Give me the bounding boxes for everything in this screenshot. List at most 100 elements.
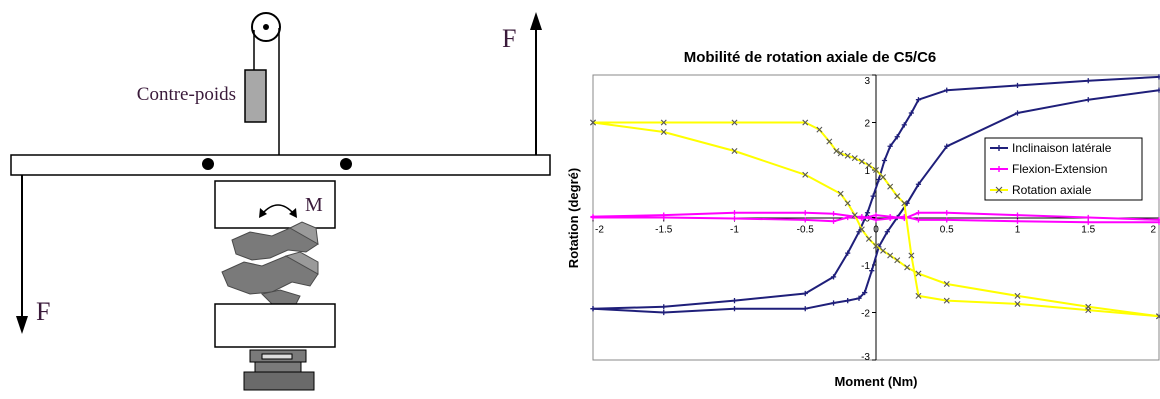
y-axis: 3 2 1 0 -1 -2 -3 — [861, 74, 877, 363]
data-point-lateral — [661, 309, 667, 316]
data-point-axial — [873, 167, 879, 173]
data-point-lateral — [830, 274, 837, 280]
data-point-axial — [660, 129, 667, 135]
y-ticks: 3 2 1 0 -1 -2 -3 — [861, 74, 876, 363]
data-point-flexion — [915, 210, 922, 216]
data-point-axial — [880, 247, 887, 254]
data-point-axial — [880, 174, 887, 181]
x-tick-label: 1.5 — [1081, 225, 1095, 236]
x-axis-label: Moment (Nm) — [834, 374, 917, 389]
data-point-flexion — [1014, 218, 1021, 224]
data-point-flexion — [873, 217, 879, 223]
beam-pin-left — [202, 158, 214, 170]
lower-fixture — [214, 303, 336, 348]
data-point-axial — [901, 200, 908, 207]
series-lateral — [590, 74, 1160, 316]
legend-item-flexion: Flexion-Extension — [990, 162, 1107, 176]
y-tick-label: 2 — [864, 119, 870, 130]
x-tick-label: -1.5 — [655, 225, 673, 236]
data-point-lateral — [590, 306, 596, 312]
data-point-axial — [943, 297, 950, 304]
moment-label: M — [305, 194, 323, 216]
vertebrae-specimen — [221, 221, 319, 305]
data-point-lateral — [862, 289, 868, 296]
data-point-axial — [887, 183, 894, 190]
data-point-axial — [894, 193, 901, 200]
data-point-lateral — [864, 210, 871, 216]
data-point-axial — [844, 152, 851, 159]
pulley-hub — [263, 24, 269, 30]
moment-arrow-head-right — [289, 208, 297, 218]
data-point-axial — [915, 270, 922, 277]
data-point-lateral — [845, 250, 851, 256]
rotation-chart: Mobilité de rotation axiale de C5/C6 -2 -… — [566, 49, 1160, 389]
data-point-flexion — [590, 214, 596, 221]
legend-marker-flexion — [996, 166, 1002, 172]
counterweight — [244, 69, 267, 123]
data-point-lateral — [1014, 82, 1021, 89]
data-point-lateral — [904, 200, 910, 206]
data-point-flexion — [802, 210, 808, 216]
legend-item-axial: Rotation axiale — [990, 183, 1092, 197]
y-tick-label: 1 — [864, 166, 870, 177]
data-point-lateral — [802, 290, 808, 297]
data-point-flexion — [944, 217, 950, 223]
data-point-axial — [802, 171, 809, 178]
data-point-flexion — [1085, 219, 1091, 225]
data-point-axial — [816, 126, 823, 133]
data-point-lateral — [1156, 87, 1160, 93]
data-point-flexion — [1014, 212, 1021, 218]
data-point-lateral — [869, 268, 875, 274]
data-point-lateral — [887, 143, 893, 149]
data-point-axial — [908, 252, 915, 259]
data-point-flexion — [887, 215, 893, 222]
legend-marker-lateral — [996, 145, 1002, 151]
legend-marker-axial — [995, 186, 1003, 194]
force-arrow-down-head — [16, 316, 28, 334]
data-point-lateral — [884, 229, 890, 235]
data-point-axial — [851, 155, 858, 162]
counterweight-label: Contre-poids — [137, 84, 236, 105]
data-point-axial — [873, 243, 879, 249]
loading-beam — [10, 154, 551, 176]
data-point-lateral — [830, 300, 837, 306]
data-point-lateral — [915, 181, 922, 187]
data-point-axial — [1156, 313, 1160, 320]
base-mechanism — [243, 349, 315, 391]
data-point-axial — [731, 119, 738, 126]
y-axis-label: Rotation (degré) — [566, 168, 581, 268]
x-tick-label: 0.5 — [940, 225, 954, 236]
series-line-lateral — [592, 89, 1160, 314]
data-point-lateral — [901, 122, 907, 128]
data-point-lateral — [870, 193, 876, 199]
legend-box — [984, 137, 1143, 201]
data-point-lateral — [802, 306, 808, 312]
data-point-axial — [660, 119, 667, 126]
data-point-lateral — [661, 304, 667, 310]
data-point-flexion — [802, 217, 808, 223]
data-point-lateral — [856, 295, 862, 301]
beam-pin-right — [340, 158, 352, 170]
legend-label-flexion: Flexion-Extension — [1012, 162, 1107, 176]
x-tick-label: 2 — [1150, 225, 1156, 236]
data-point-flexion — [830, 211, 837, 217]
series-line-lateral — [592, 75, 1160, 310]
upper-fixture — [214, 180, 336, 229]
moment-arrow-head-left — [259, 208, 267, 218]
x-tick-label: -2 — [595, 225, 604, 236]
data-point-lateral — [731, 298, 738, 304]
x-tick-label: 1 — [1015, 225, 1021, 236]
data-point-flexion — [731, 210, 738, 216]
force-label-bottom: F — [36, 297, 50, 326]
data-point-flexion — [830, 218, 837, 224]
data-point-flexion — [859, 213, 865, 220]
legend-label-lateral: Inclinaison latérale — [1012, 141, 1112, 155]
data-point-lateral — [731, 306, 738, 312]
data-point-flexion — [731, 215, 738, 222]
data-point-flexion — [661, 214, 667, 221]
x-tick-label: -0.5 — [797, 225, 815, 236]
force-arrow-up-head — [530, 12, 542, 30]
data-point-flexion — [915, 217, 922, 223]
data-point-lateral — [944, 143, 950, 149]
